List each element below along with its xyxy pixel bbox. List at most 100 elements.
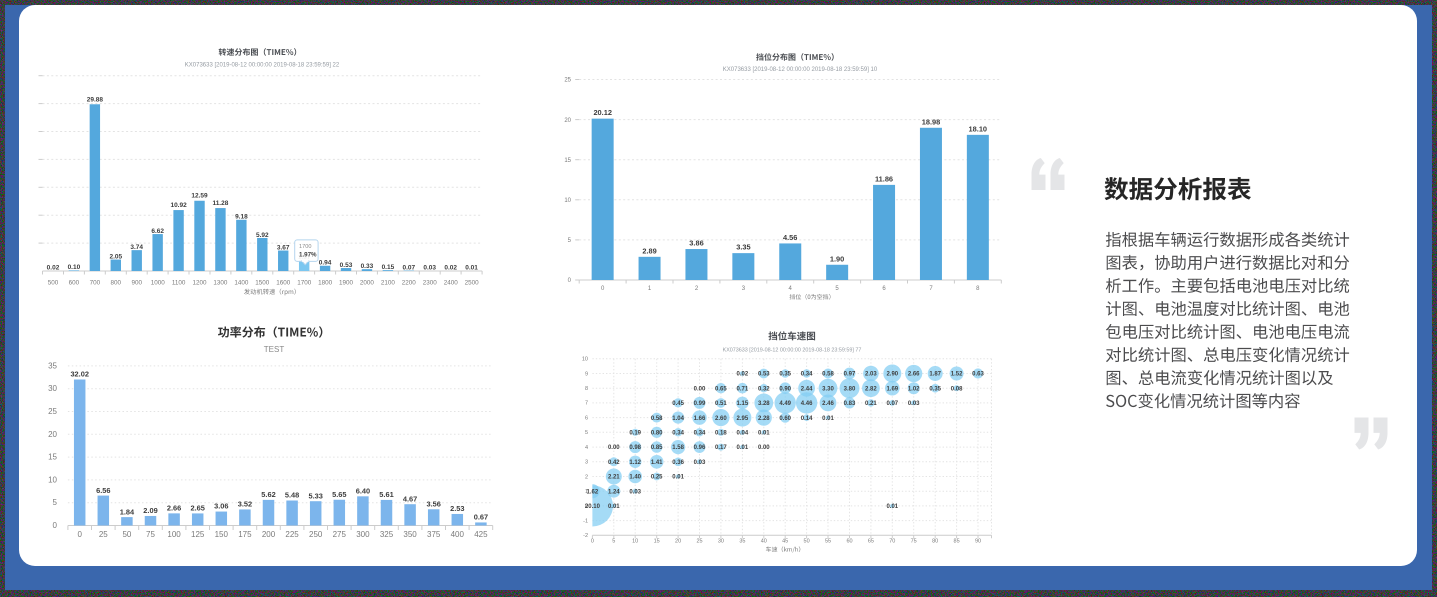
svg-text:0.53: 0.53 xyxy=(758,372,770,378)
svg-text:0.34: 0.34 xyxy=(672,431,684,437)
svg-text:6.62: 6.62 xyxy=(151,228,164,235)
svg-text:35: 35 xyxy=(739,539,745,545)
svg-text:15: 15 xyxy=(564,158,571,164)
svg-text:0.01: 0.01 xyxy=(758,431,770,437)
svg-text:45: 45 xyxy=(782,539,788,545)
svg-text:11.86: 11.86 xyxy=(875,174,893,183)
svg-text:0.35: 0.35 xyxy=(779,372,791,378)
svg-text:1600: 1600 xyxy=(276,280,291,287)
svg-text:800: 800 xyxy=(111,280,122,287)
svg-text:10.92: 10.92 xyxy=(170,202,187,209)
svg-text:55: 55 xyxy=(825,539,831,545)
svg-text:275: 275 xyxy=(333,530,347,539)
svg-text:1: 1 xyxy=(648,286,652,292)
svg-text:75: 75 xyxy=(911,539,917,545)
svg-text:2.44: 2.44 xyxy=(801,386,813,392)
svg-text:3.74: 3.74 xyxy=(130,244,143,251)
svg-text:6: 6 xyxy=(585,415,588,421)
svg-text:0.15: 0.15 xyxy=(382,264,395,271)
svg-text:2.60: 2.60 xyxy=(715,416,727,422)
svg-text:50: 50 xyxy=(804,539,810,545)
svg-text:3: 3 xyxy=(742,286,746,292)
svg-text:15: 15 xyxy=(48,453,57,462)
svg-text:600: 600 xyxy=(69,280,80,287)
svg-text:900: 900 xyxy=(131,280,142,287)
svg-text:0.01: 0.01 xyxy=(822,416,834,422)
svg-text:0.03: 0.03 xyxy=(423,265,436,272)
svg-text:425: 425 xyxy=(474,530,488,539)
svg-text:35: 35 xyxy=(48,361,57,370)
svg-text:2.66: 2.66 xyxy=(908,372,920,378)
svg-text:0: 0 xyxy=(585,504,588,510)
svg-text:8: 8 xyxy=(585,386,588,392)
svg-text:0.33: 0.33 xyxy=(361,263,374,270)
svg-text:11.28: 11.28 xyxy=(212,200,228,207)
svg-text:6.56: 6.56 xyxy=(96,486,110,495)
svg-text:-2: -2 xyxy=(583,533,588,539)
svg-text:0.03: 0.03 xyxy=(694,460,706,466)
svg-text:500: 500 xyxy=(48,280,59,287)
svg-text:2.89: 2.89 xyxy=(642,246,656,255)
svg-text:125: 125 xyxy=(191,530,205,539)
svg-text:30: 30 xyxy=(718,539,724,545)
svg-text:90: 90 xyxy=(975,539,981,545)
svg-text:0: 0 xyxy=(77,530,82,539)
svg-text:0.21: 0.21 xyxy=(865,401,877,407)
svg-text:2.46: 2.46 xyxy=(822,401,834,407)
svg-text:0.01: 0.01 xyxy=(886,504,898,510)
svg-text:300: 300 xyxy=(356,530,370,539)
svg-text:1.84: 1.84 xyxy=(120,507,135,516)
svg-text:KX073633 [2019-08-12 00:00:00: KX073633 [2019-08-12 00:00:00 2019-08-18… xyxy=(723,67,878,73)
svg-text:75: 75 xyxy=(146,530,155,539)
svg-text:200: 200 xyxy=(262,530,276,539)
svg-text:5.48: 5.48 xyxy=(285,491,299,500)
svg-text:25: 25 xyxy=(696,539,702,545)
svg-text:5: 5 xyxy=(585,430,588,436)
svg-text:3.28: 3.28 xyxy=(758,401,770,407)
svg-text:15: 15 xyxy=(654,539,660,545)
svg-text:2: 2 xyxy=(585,474,588,480)
svg-text:1700: 1700 xyxy=(299,244,311,250)
svg-text:1.87: 1.87 xyxy=(929,372,941,378)
svg-text:0.63: 0.63 xyxy=(972,372,984,378)
svg-text:2.95: 2.95 xyxy=(737,416,749,422)
svg-text:100: 100 xyxy=(167,530,181,539)
svg-text:4: 4 xyxy=(585,445,588,451)
svg-text:1.52: 1.52 xyxy=(951,372,963,378)
svg-text:1.62: 1.62 xyxy=(587,489,599,495)
svg-text:5.62: 5.62 xyxy=(261,490,275,499)
svg-text:0.60: 0.60 xyxy=(779,416,791,422)
svg-text:5: 5 xyxy=(835,286,839,292)
svg-text:400: 400 xyxy=(451,530,465,539)
svg-text:4: 4 xyxy=(789,286,793,292)
svg-text:40: 40 xyxy=(761,539,767,545)
svg-text:20: 20 xyxy=(675,539,681,545)
svg-text:0.03: 0.03 xyxy=(908,401,920,407)
svg-text:30: 30 xyxy=(48,384,57,393)
svg-text:0.18: 0.18 xyxy=(715,431,727,437)
svg-text:3.80: 3.80 xyxy=(844,386,856,392)
svg-text:3.52: 3.52 xyxy=(238,500,252,509)
svg-text:4.46: 4.46 xyxy=(801,401,813,407)
svg-text:5: 5 xyxy=(612,539,615,545)
svg-text:3: 3 xyxy=(585,460,588,466)
svg-text:6.40: 6.40 xyxy=(356,487,370,496)
svg-text:1.69: 1.69 xyxy=(886,386,898,392)
svg-text:1.41: 1.41 xyxy=(651,460,663,466)
svg-text:2.82: 2.82 xyxy=(865,386,877,392)
svg-text:5.61: 5.61 xyxy=(379,490,393,499)
svg-text:5: 5 xyxy=(53,498,58,507)
svg-text:3.06: 3.06 xyxy=(214,502,228,511)
svg-text:2500: 2500 xyxy=(465,280,480,287)
svg-text:0.98: 0.98 xyxy=(629,445,641,451)
svg-text:1700: 1700 xyxy=(297,280,312,287)
svg-text:2100: 2100 xyxy=(381,280,396,287)
svg-text:5.92: 5.92 xyxy=(256,232,269,239)
svg-text:0.36: 0.36 xyxy=(672,460,684,466)
svg-text:10: 10 xyxy=(582,357,588,363)
svg-text:3.86: 3.86 xyxy=(689,239,703,248)
svg-text:175: 175 xyxy=(238,530,252,539)
svg-text:32.02: 32.02 xyxy=(70,370,89,379)
svg-text:5.65: 5.65 xyxy=(332,490,346,499)
svg-text:2.53: 2.53 xyxy=(450,504,464,513)
